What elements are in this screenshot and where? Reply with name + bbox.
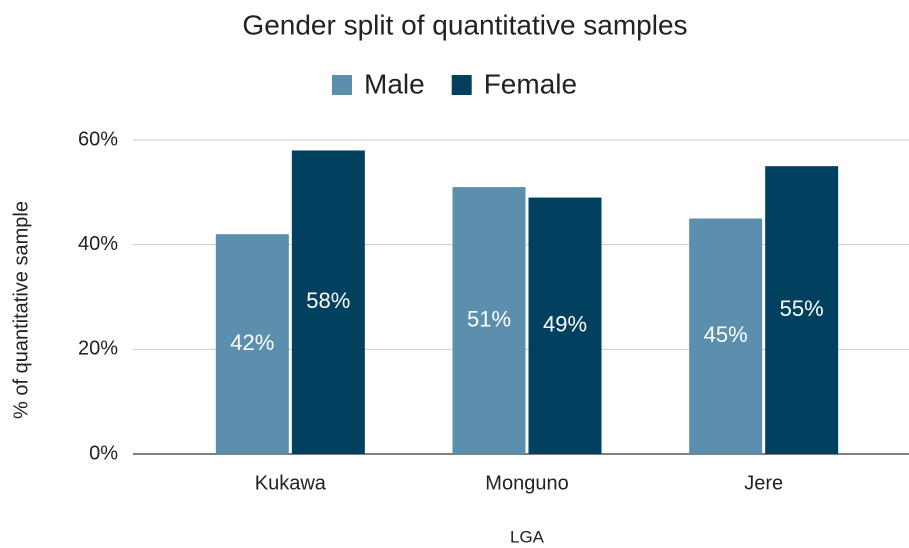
y-tick-label: 60% — [78, 128, 118, 150]
y-tick-label: 40% — [78, 233, 118, 255]
data-label: 45% — [704, 322, 748, 347]
bar — [689, 218, 763, 454]
bar — [528, 197, 602, 455]
bar — [291, 150, 365, 454]
chart-title: Gender split of quantitative samples — [242, 9, 687, 40]
y-axis-label: % of quantitative sample — [10, 201, 32, 419]
data-label: 55% — [780, 296, 824, 321]
legend-label: Female — [484, 68, 577, 99]
data-label: 51% — [467, 306, 511, 331]
y-tick-label: 0% — [89, 442, 118, 464]
x-tick-label: Monguno — [485, 472, 568, 494]
bar — [765, 166, 839, 454]
y-tick-label: 20% — [78, 338, 118, 360]
x-tick-label: Kukawa — [255, 472, 327, 494]
data-label: 58% — [306, 288, 350, 313]
data-label: 49% — [543, 312, 587, 337]
legend-swatch — [332, 75, 352, 95]
bar — [215, 234, 289, 454]
legend-swatch — [451, 75, 472, 95]
x-tick-label: Jere — [744, 472, 783, 494]
x-axis-label: LGA — [510, 527, 545, 546]
legend-label: Male — [364, 68, 425, 99]
data-label: 42% — [230, 330, 274, 355]
bar — [452, 187, 526, 454]
